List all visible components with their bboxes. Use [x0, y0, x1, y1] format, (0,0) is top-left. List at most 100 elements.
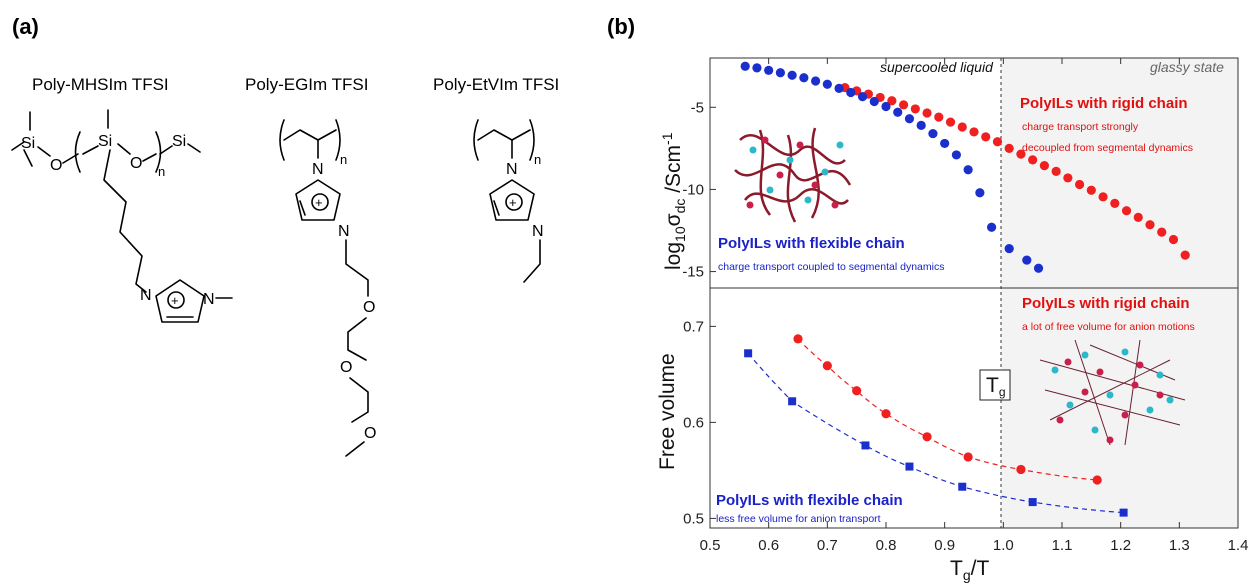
conductivity-point-red	[1121, 206, 1132, 216]
glassy-region-bg	[1001, 58, 1238, 528]
free-volume-point-blue	[1119, 508, 1128, 517]
annotation-top-flex-heading: PolyILs with flexible chain	[718, 235, 905, 252]
conductivity-point-blue	[904, 114, 915, 124]
conductivity-point-red	[969, 127, 979, 137]
structure-title-mhsim: Poly-MHSIm TFSI	[32, 75, 169, 94]
conductivity-point-red	[1028, 155, 1038, 165]
conductivity-point-red	[1075, 179, 1085, 190]
free-volume-point-red	[822, 361, 832, 371]
annotation-bottom-flex-sub: less free volume for anion transport	[716, 513, 881, 525]
conductivity-point-red	[945, 117, 956, 127]
conductivity-point-blue	[881, 101, 891, 112]
free-volume-point-blue	[958, 482, 967, 491]
structure-title-egim: Poly-EGIm TFSI	[245, 75, 368, 94]
atom-o-egim-3: O	[364, 425, 376, 442]
atom-n-etvim-2: N	[532, 223, 544, 240]
conductivity-point-blue	[1004, 243, 1014, 254]
charge-plus-2: +	[315, 195, 323, 210]
charge-plus-3: +	[509, 195, 517, 210]
y-tick-label-bottom: 0.6	[683, 414, 704, 431]
conductivity-point-blue	[869, 96, 879, 107]
conductivity-point-red	[1051, 166, 1061, 176]
subscript-n-3: n	[534, 152, 541, 167]
conductivity-point-red	[934, 112, 944, 122]
annotation-top-flex-sub: charge transport coupled to segmental dy…	[718, 261, 944, 273]
conductivity-point-red	[910, 104, 920, 114]
conductivity-point-blue	[940, 138, 950, 149]
x-tick-label: 0.5	[700, 537, 721, 554]
y-axis-title-bottom: Free volume	[656, 353, 679, 470]
conductivity-point-red	[1098, 192, 1108, 202]
atom-n-ring-2: N	[203, 291, 215, 308]
conductivity-point-red	[957, 122, 967, 132]
free-volume-point-blue	[905, 462, 914, 471]
conductivity-point-blue	[775, 68, 786, 78]
atom-n-etvim-1: N	[506, 161, 518, 178]
y-tick-label-bottom: 0.7	[683, 318, 704, 335]
conductivity-point-blue	[893, 107, 903, 117]
conductivity-point-blue	[834, 83, 844, 93]
atom-n-egim-2: N	[338, 223, 350, 240]
y-tick-label-top: -5	[691, 99, 704, 116]
free-volume-point-red	[852, 386, 862, 396]
free-volume-point-blue	[861, 441, 870, 450]
subscript-n-1: n	[158, 164, 165, 179]
atom-n-egim-1: N	[312, 161, 324, 178]
y-axis-title-top: log10σdc /Scm-1	[659, 132, 688, 270]
conductivity-point-blue	[846, 87, 856, 98]
region-label-glassy: glassy state	[1150, 59, 1224, 75]
conductivity-point-blue	[916, 120, 926, 130]
x-axis-title: Tg/T	[950, 557, 989, 583]
y-tick-label-top: -10	[682, 181, 704, 198]
structure-mhsim: Si O Si O n Si N + N	[11, 109, 233, 323]
atom-si-2: Si	[98, 133, 112, 150]
rigid-chain-illustration	[1039, 339, 1186, 446]
conductivity-point-blue	[928, 128, 938, 139]
conductivity-point-red	[1086, 185, 1096, 195]
conductivity-point-red	[1168, 234, 1179, 245]
charge-plus-1: +	[171, 293, 179, 308]
conductivity-point-red	[992, 137, 1003, 147]
x-tick-label: 0.7	[817, 537, 838, 554]
free-volume-point-blue	[788, 397, 797, 406]
annotation-top-rigid-sub1: charge transport strongly	[1022, 121, 1139, 133]
conductivity-point-red	[922, 108, 932, 118]
conductivity-point-red	[1110, 198, 1120, 208]
free-volume-point-red	[881, 409, 891, 419]
conductivity-point-red	[1133, 212, 1143, 222]
free-volume-point-red	[1016, 464, 1026, 475]
tg-label-box	[979, 369, 1011, 401]
x-tick-label: 1.0	[993, 537, 1014, 554]
x-tick-label: 0.8	[876, 537, 897, 554]
conductivity-point-red	[1157, 227, 1167, 237]
atom-si-1: Si	[21, 135, 35, 152]
annotation-bottom-rigid-sub: a lot of free volume for anion motions	[1022, 321, 1195, 333]
conductivity-point-blue	[799, 73, 809, 83]
conductivity-point-blue	[1022, 255, 1032, 265]
conductivity-point-red	[981, 132, 991, 142]
panel-b-label: (b)	[607, 14, 635, 39]
conductivity-point-red	[1016, 149, 1026, 159]
free-volume-point-blue	[744, 349, 753, 358]
free-volume-point-blue	[1028, 498, 1037, 507]
annotation-bottom-rigid-heading: PolyILs with rigid chain	[1022, 295, 1190, 312]
conductivity-point-red	[1145, 220, 1155, 230]
conductivity-point-blue	[822, 79, 832, 89]
conductivity-point-red	[1039, 161, 1049, 171]
conductivity-point-blue	[1033, 263, 1044, 273]
conductivity-point-blue	[764, 65, 774, 75]
atom-n-ring-1: N	[140, 287, 152, 304]
x-tick-label: 1.2	[1110, 537, 1131, 554]
free-volume-point-red	[1092, 475, 1102, 485]
conductivity-point-red	[1004, 143, 1014, 153]
conductivity-point-blue	[987, 222, 997, 232]
conductivity-point-blue	[975, 188, 985, 198]
axes-layer: 0.5 0.6 0.7 0.8 0.9 1.0 1.1 1.2 1.3 1.4 -15 -10 -5 0.…	[682, 58, 1248, 554]
conductivity-point-blue	[740, 61, 750, 71]
subscript-n-2: n	[340, 152, 347, 167]
atom-o-egim-1: O	[363, 299, 375, 316]
data-markers	[740, 61, 1190, 517]
x-tick-label: 1.4	[1228, 537, 1249, 554]
conductivity-point-red	[887, 96, 897, 106]
region-label-supercooled: supercooled liquid	[880, 59, 994, 75]
